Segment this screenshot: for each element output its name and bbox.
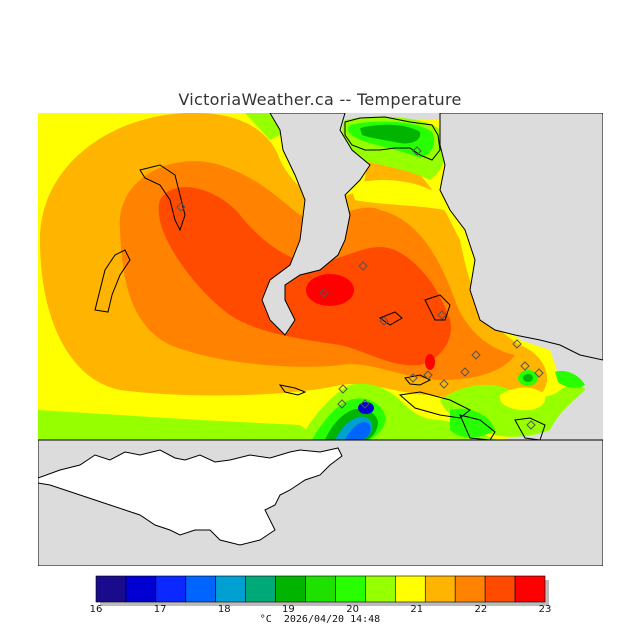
timestamp: 2026/04/20 14:48 [283, 614, 381, 625]
legend-swatch [454, 575, 486, 603]
station-marker [360, 399, 370, 409]
legend-swatch [305, 575, 336, 603]
station-marker [358, 261, 368, 271]
legend-tick-label: 20 [346, 604, 359, 615]
legend-ticks: 16 17 18 19 20 21 22 23 [90, 604, 552, 615]
legend-swatch [484, 575, 516, 603]
zone-east-21 [499, 387, 546, 411]
station-marker [526, 420, 536, 430]
station-marker [338, 384, 348, 394]
legend-tick-label: 23 [539, 604, 552, 615]
legend-swatch [125, 575, 157, 603]
legend-swatches [95, 575, 549, 606]
legend-swatch [155, 575, 187, 603]
zone-north-21 [350, 180, 445, 210]
legend-swatch [424, 575, 456, 603]
hotspot-23-b [425, 354, 435, 370]
legend-swatch [245, 575, 276, 603]
legend-swatch [365, 575, 396, 603]
station-marker [520, 361, 530, 371]
station-marker [439, 379, 449, 389]
zone-strait-18 [345, 422, 371, 440]
station-marker [471, 350, 481, 360]
legend-swatch [395, 575, 426, 603]
legend-tick-label: 22 [474, 604, 487, 615]
legend-tick-label: 16 [90, 604, 103, 615]
zone-20-5-sw [38, 410, 320, 440]
station-marker [534, 368, 544, 378]
legend-swatch [514, 575, 546, 603]
hotspot-23 [306, 274, 354, 306]
station-marker [176, 202, 186, 212]
station-marker [423, 370, 433, 380]
legend-tick-label: 19 [282, 604, 295, 615]
legend-tick-label: 18 [218, 604, 231, 615]
station-marker [379, 316, 389, 326]
legend-swatch [95, 575, 127, 603]
olympic-peninsula-white [38, 447, 343, 546]
station-marker [437, 310, 447, 320]
legend-tick-label: 17 [154, 604, 167, 615]
station-marker [412, 146, 422, 156]
zone-east-tip-20 [555, 370, 585, 388]
station-marker [408, 373, 418, 383]
station-marker [319, 288, 329, 298]
zone-east-19-5 [523, 374, 533, 382]
station-markers [176, 146, 544, 430]
zone-22-5 [158, 187, 451, 366]
map-footer: °C 2026/04/20 14:48 [0, 614, 640, 625]
legend-swatch [185, 575, 217, 603]
legend-swatch [215, 575, 246, 603]
legend-tick-label: 21 [410, 604, 423, 615]
map-title: VictoriaWeather.ca -- Temperature [178, 90, 462, 109]
zone-north-19-5 [360, 124, 421, 144]
zone-south-20 [450, 408, 495, 438]
legend-swatch [275, 575, 306, 603]
station-marker [512, 339, 522, 349]
unit-label: °C [259, 614, 272, 625]
station-marker [337, 399, 347, 409]
legend-swatch [335, 575, 366, 603]
station-marker [460, 367, 470, 377]
coastlines [94, 164, 546, 441]
